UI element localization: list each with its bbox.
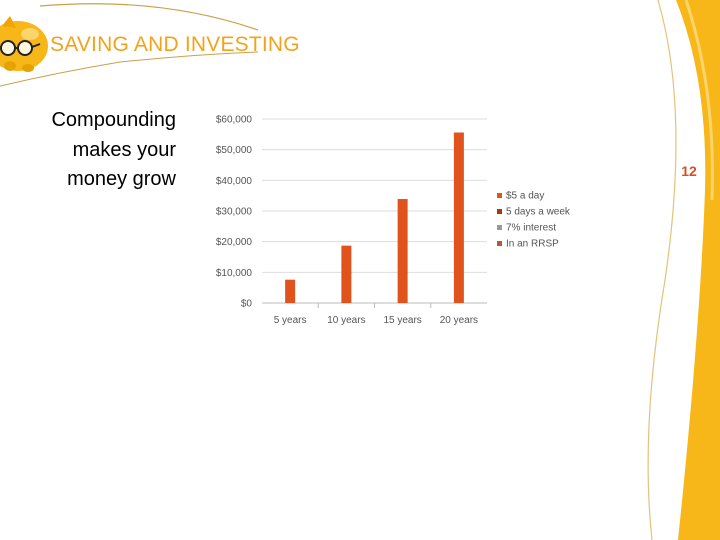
legend-label: $5 a day [506,191,544,202]
y-tick-label: $10,000 [216,268,253,279]
y-tick-label: $0 [241,299,253,310]
x-tick-label: 15 years [383,315,421,326]
bar [453,132,464,303]
y-tick-label: $30,000 [216,207,253,218]
bar-chart: $0 $10,000 $20,000 $30,000 $40,000 $50,000 $60… [216,115,571,327]
decor-gold-band [676,0,720,540]
decor-swoosh-left [0,51,259,87]
page-number: 12 [681,163,697,179]
bar [285,279,296,303]
legend-swatch [497,241,502,246]
bar [341,245,352,303]
legend-label: In an RRSP [506,239,559,250]
x-tick-label: 20 years [440,315,478,326]
legend-label: 7% interest [506,223,556,234]
x-tick-label: 5 years [274,315,307,326]
decor-swoosh-right-outer [647,0,677,540]
legend-swatch [497,193,502,198]
y-tick-label: $20,000 [216,237,253,248]
decor-swoosh-top [39,3,259,31]
y-tick-label: $40,000 [216,176,253,187]
y-tick-label: $50,000 [216,145,253,156]
legend-swatch [497,209,502,214]
slide-title: SAVING AND INVESTING [50,33,300,56]
bar [397,199,408,303]
legend-label: 5 days a week [506,207,571,218]
legend-swatch [497,225,502,230]
x-tick-label: 10 years [327,315,365,326]
side-text: Compounding makes your money grow [51,109,176,190]
decor-gold-band-edge [684,0,714,201]
y-tick-label: $60,000 [216,115,253,126]
piggy-bank-icon [0,16,48,72]
